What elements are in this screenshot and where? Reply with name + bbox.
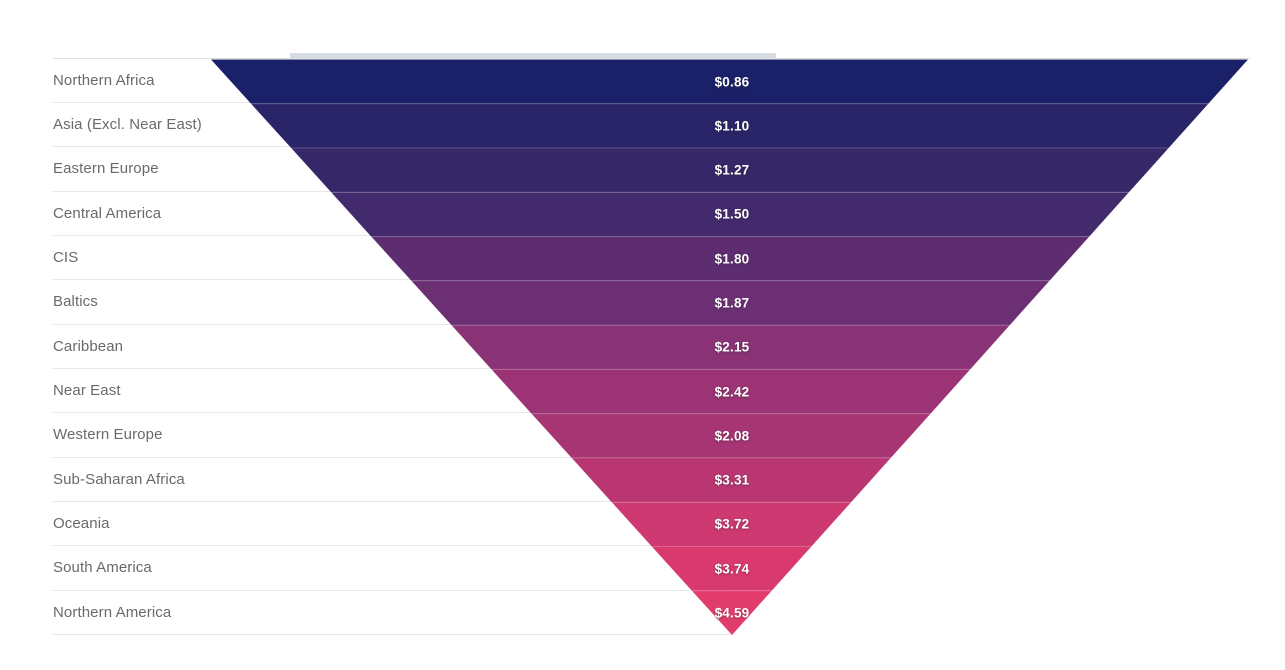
row-label: Sub-Saharan Africa xyxy=(53,470,185,488)
funnel-slice[interactable] xyxy=(691,590,772,635)
funnel-row: Caribbean xyxy=(53,325,732,369)
funnel-slice[interactable] xyxy=(251,103,1209,148)
funnel-row: Oceania xyxy=(53,502,732,547)
funnel-row: Sub-Saharan Africa xyxy=(53,458,732,502)
row-label: Northern America xyxy=(53,603,172,621)
slice-value-label: $1.87 xyxy=(714,295,750,311)
row-label: Northern Africa xyxy=(53,71,155,89)
slice-value-label: $2.15 xyxy=(714,339,750,355)
funnel-slice[interactable] xyxy=(491,369,971,414)
slice-value-label: $0.86 xyxy=(714,74,750,90)
slice-value-label: $3.31 xyxy=(714,472,750,488)
slice-value-label: $1.80 xyxy=(714,251,750,267)
funnel-row: Baltics xyxy=(53,280,732,325)
slice-value-label: $2.42 xyxy=(714,384,750,399)
slice-value-label: $3.72 xyxy=(714,516,750,532)
row-label: Eastern Europe xyxy=(53,160,159,178)
funnel-slice[interactable] xyxy=(371,236,1090,281)
slice-value-label: $4.59 xyxy=(714,605,750,621)
row-label: Near East xyxy=(53,382,121,400)
row-label: Baltics xyxy=(53,293,98,311)
slice-value-label: $1.50 xyxy=(714,206,750,222)
chart-top-border xyxy=(53,58,1250,59)
slice-value-label: $1.27 xyxy=(714,162,750,178)
funnel-slice[interactable] xyxy=(411,280,1050,326)
funnel-slice[interactable] xyxy=(571,457,891,503)
row-label: Caribbean xyxy=(53,337,124,355)
funnel-slice[interactable] xyxy=(651,546,812,591)
slice-value-label: $2.08 xyxy=(714,428,750,444)
funnel-slice[interactable] xyxy=(531,413,931,458)
funnel-slice[interactable] xyxy=(611,502,852,547)
funnel-slice[interactable] xyxy=(291,148,1169,193)
row-list: Northern Africa Asia (Excl. Near East) E… xyxy=(53,59,732,635)
funnel-row: Northern America xyxy=(53,591,732,635)
row-label: Asia (Excl. Near East) xyxy=(53,116,202,134)
funnel-row: Western Europe xyxy=(53,413,732,458)
row-label: Central America xyxy=(53,204,162,222)
funnel-slice[interactable] xyxy=(451,325,1010,370)
row-label: Western Europe xyxy=(53,426,163,444)
funnel-slice[interactable] xyxy=(331,192,1129,237)
slice-value-label: $1.10 xyxy=(714,118,750,134)
funnel-row: South America xyxy=(53,546,732,591)
row-label: CIS xyxy=(53,249,79,267)
row-label: South America xyxy=(53,559,152,577)
slice-value-label: $3.74 xyxy=(714,561,750,577)
top-scrollbar-strip[interactable] xyxy=(290,53,776,58)
funnel-slice[interactable] xyxy=(211,59,1248,104)
row-label: Oceania xyxy=(53,515,110,533)
funnel-row: CIS xyxy=(53,236,732,281)
funnel-row: Near East xyxy=(53,369,732,414)
